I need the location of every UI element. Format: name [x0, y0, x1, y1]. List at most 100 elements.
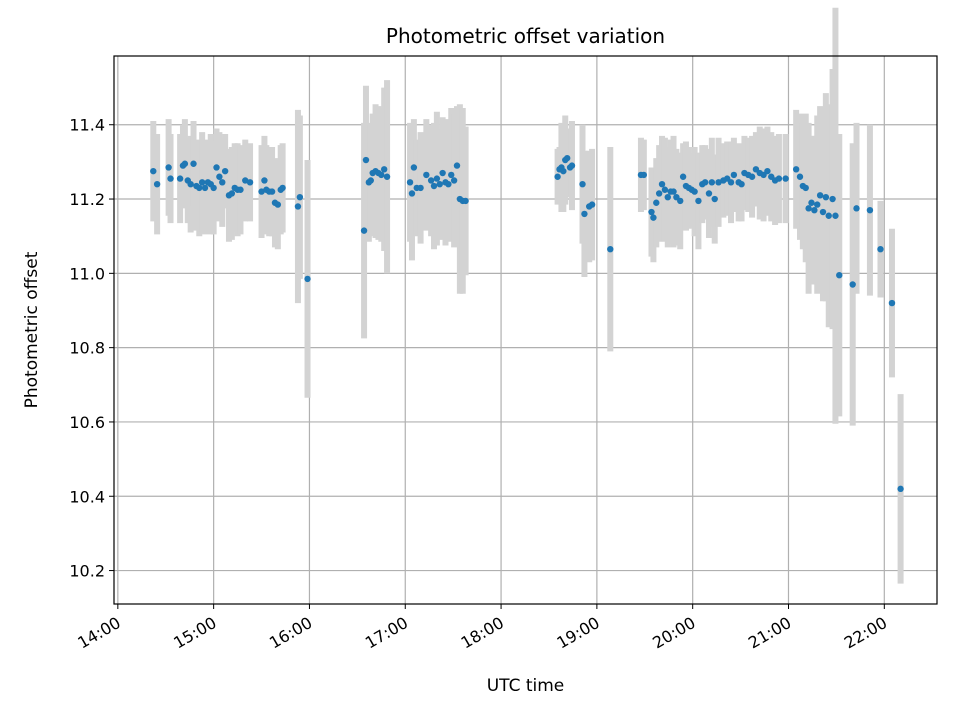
- data-point: [836, 272, 843, 279]
- x-axis-label: UTC time: [487, 676, 565, 696]
- data-point: [782, 175, 789, 182]
- data-point: [258, 188, 265, 195]
- data-point: [727, 179, 735, 186]
- data-point: [554, 173, 561, 180]
- data-point: [228, 190, 236, 197]
- data-point: [274, 201, 282, 208]
- data-point: [661, 186, 669, 193]
- y-tick-label: 10.4: [69, 487, 105, 506]
- data-point: [808, 199, 815, 206]
- data-point: [221, 167, 229, 175]
- y-tick-label: 10.8: [69, 339, 105, 358]
- data-point: [196, 184, 203, 192]
- y-tick-label: 11.2: [69, 190, 105, 209]
- data-point: [829, 195, 836, 203]
- data-point: [219, 179, 226, 186]
- data-point: [738, 180, 745, 188]
- data-point: [670, 188, 677, 195]
- data-point: [436, 180, 443, 188]
- data-point: [708, 179, 716, 186]
- data-point: [792, 166, 800, 173]
- data-point: [294, 203, 302, 210]
- data-point: [655, 190, 663, 197]
- data-point: [832, 212, 839, 219]
- data-point: [579, 180, 586, 188]
- data-point: [378, 171, 385, 179]
- data-point: [816, 192, 824, 199]
- data-point: [165, 164, 172, 171]
- data-point: [811, 206, 818, 214]
- data-point: [653, 199, 660, 206]
- data-point: [691, 188, 698, 195]
- data-point: [187, 180, 194, 188]
- data-point: [607, 245, 614, 253]
- y-axis-ticks: 10.2 10.4 10.6 10.8 11.0 11.2 11.4: [69, 116, 114, 581]
- data-point: [439, 169, 446, 177]
- data-point: [417, 184, 424, 192]
- data-point: [853, 205, 860, 212]
- data-point: [705, 190, 713, 197]
- data-point: [268, 188, 276, 195]
- data-point: [246, 179, 254, 186]
- data-point: [181, 160, 189, 167]
- data-point: [383, 173, 391, 180]
- data-point: [190, 160, 197, 167]
- data-point: [658, 180, 666, 188]
- data-point: [775, 175, 783, 182]
- data-point: [167, 175, 174, 182]
- data-points: [150, 154, 904, 493]
- data-point: [715, 179, 722, 186]
- data-point: [695, 197, 702, 205]
- data-point: [279, 184, 286, 192]
- data-point: [450, 177, 458, 184]
- data-point: [563, 154, 571, 162]
- data-point: [581, 210, 588, 218]
- data-point: [819, 208, 827, 216]
- data-point: [701, 179, 709, 186]
- data-point: [730, 171, 738, 179]
- data-point: [448, 171, 455, 179]
- data-point: [237, 186, 244, 193]
- data-point: [866, 206, 874, 214]
- data-point: [216, 173, 223, 180]
- data-point: [648, 208, 655, 216]
- data-point: [764, 167, 771, 175]
- data-point: [408, 190, 416, 197]
- data-point: [568, 162, 576, 169]
- data-point: [360, 227, 368, 234]
- data-point: [210, 184, 217, 192]
- data-point: [445, 180, 452, 188]
- data-point: [176, 175, 184, 182]
- data-point: [822, 193, 830, 201]
- data-point: [560, 167, 567, 175]
- data-point: [897, 485, 904, 493]
- y-tick-label: 11.0: [69, 264, 105, 283]
- data-point: [711, 195, 718, 203]
- data-point: [877, 245, 884, 253]
- data-point: [814, 201, 821, 208]
- data-point: [427, 177, 435, 184]
- data-point: [640, 171, 648, 179]
- data-point: [261, 177, 268, 184]
- y-tick-label: 10.2: [69, 562, 105, 581]
- data-point: [410, 164, 418, 171]
- data-point: [588, 201, 596, 208]
- data-point: [796, 173, 804, 180]
- data-point: [650, 214, 657, 221]
- data-point: [462, 197, 469, 205]
- y-axis-label: Photometric offset: [22, 251, 42, 408]
- data-point: [664, 193, 671, 201]
- data-point: [805, 205, 812, 212]
- data-point: [888, 299, 896, 307]
- data-point: [304, 275, 311, 283]
- data-point: [453, 162, 461, 169]
- data-point: [242, 177, 249, 184]
- data-point: [150, 167, 157, 175]
- data-point: [380, 166, 388, 173]
- data-point: [362, 156, 370, 164]
- data-point: [213, 164, 220, 171]
- chart-title: Photometric offset variation: [386, 24, 665, 48]
- data-point: [367, 177, 374, 184]
- plot-frame: [113, 55, 938, 605]
